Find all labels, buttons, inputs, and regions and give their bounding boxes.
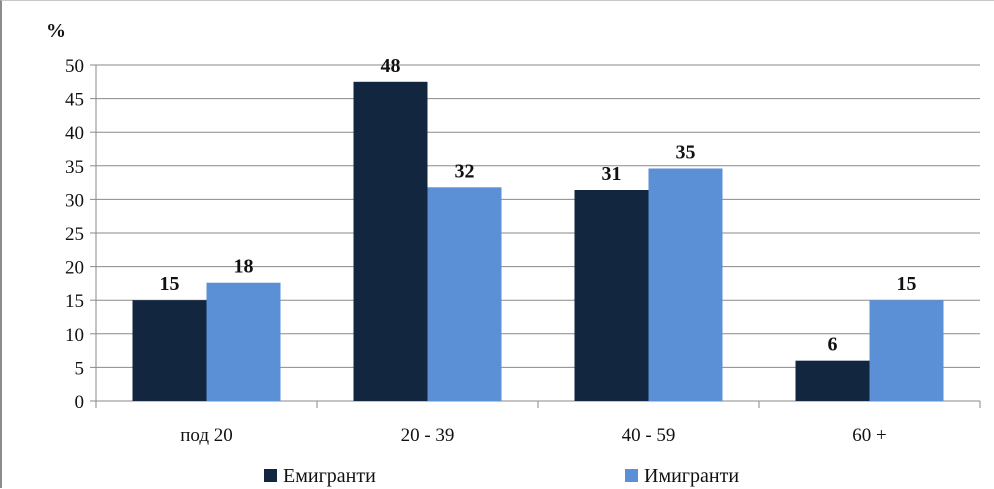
x-category-label: под 20 [180, 425, 233, 446]
y-tick-labels: 0 5 10 15 20 25 30 35 40 45 50 [65, 56, 84, 413]
legend: Емигранти Имигранти [264, 465, 739, 487]
y-tick-label: 50 [65, 56, 84, 77]
y-tick-label: 30 [65, 190, 84, 211]
data-label: 32 [455, 160, 475, 182]
y-tick-label: 25 [65, 224, 84, 245]
legend-label: Емигранти [283, 465, 376, 487]
data-label: 15 [160, 273, 180, 295]
y-tick-label: 10 [65, 325, 84, 346]
bar-series-1 [353, 81, 428, 402]
y-tick-label: 40 [65, 123, 84, 144]
bars [132, 81, 944, 402]
data-label: 35 [676, 141, 696, 163]
y-tick-label: 0 [75, 392, 85, 413]
bar-series-1 [795, 360, 870, 401]
data-label: 18 [234, 256, 254, 278]
y-tick-label: 15 [65, 291, 84, 312]
y-tick-label: 45 [65, 90, 84, 111]
bar-series-1 [574, 189, 649, 401]
bar-series-1 [132, 300, 207, 401]
data-label: 31 [602, 163, 622, 185]
bar-series-2 [869, 300, 944, 401]
y-tick-label: 5 [75, 358, 85, 379]
data-label: 15 [897, 273, 917, 295]
legend-swatch [625, 469, 638, 482]
x-category-label: 60 + [852, 425, 886, 446]
data-label: 48 [381, 55, 401, 77]
bar-series-2 [206, 282, 281, 401]
legend-swatch [264, 469, 277, 482]
y-tick-label: 20 [65, 258, 84, 279]
bar-series-2 [648, 168, 723, 401]
y-tick-label: 35 [65, 157, 84, 178]
data-label: 6 [828, 334, 838, 356]
bar-series-2 [427, 187, 502, 401]
data-labels: 15 18 48 32 31 35 6 15 [160, 55, 917, 356]
x-category-label: 40 - 59 [622, 425, 676, 446]
category-labels: под 20 20 - 39 40 - 59 60 + [180, 425, 887, 446]
x-category-label: 20 - 39 [401, 425, 455, 446]
legend-label: Имигранти [644, 465, 739, 487]
y-axis-unit-label: % [46, 20, 66, 42]
